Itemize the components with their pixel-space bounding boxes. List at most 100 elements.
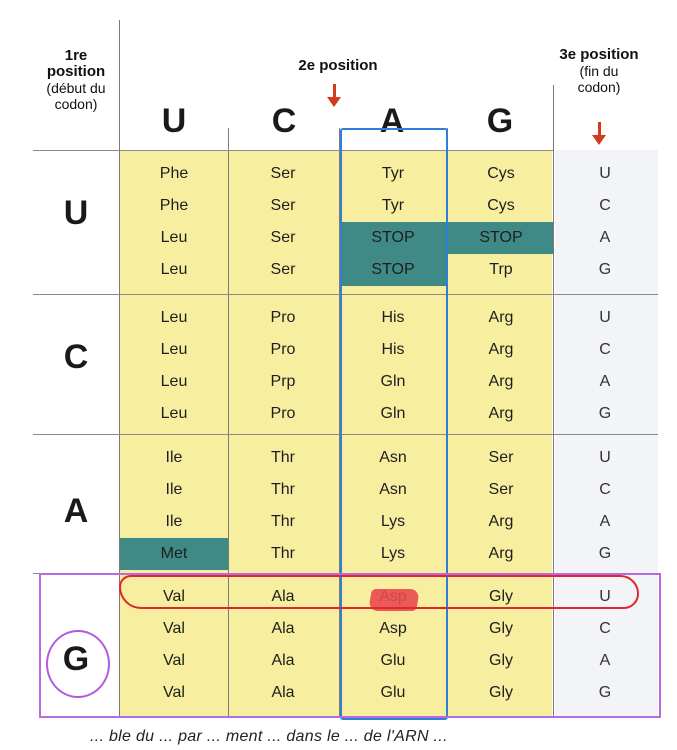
codon-cell: Met (160, 545, 188, 562)
codon-cell: STOP (479, 229, 523, 246)
codon-cell: Pro (270, 309, 296, 326)
codon-cell: Gly (489, 684, 513, 701)
g-row-outline (39, 573, 661, 718)
third-position-header: 3e position (fin du codon) (543, 46, 655, 95)
codon-cell: Arg (488, 309, 514, 326)
divider (553, 85, 554, 716)
row-letter-u: U (63, 194, 89, 232)
codon-cell: Gly (489, 620, 513, 637)
third-position-base: G (598, 405, 612, 422)
third-position-base: U (599, 165, 611, 182)
codon-cell: Ser (270, 261, 296, 278)
divider (119, 20, 120, 716)
codon-cell: Cys (487, 197, 515, 214)
footer-text: ... ble du ... par ... ment ... dans le … (90, 728, 448, 745)
codon-cell: Gly (489, 652, 513, 669)
column-letter-g: G (486, 102, 514, 140)
third-position-base: A (599, 373, 611, 390)
third-position-base: C (599, 620, 611, 637)
codon-cell: Leu (160, 229, 188, 246)
codon-cell: Cys (487, 165, 515, 182)
codon-cell: Arg (488, 545, 514, 562)
codon-cell: Ala (271, 684, 295, 701)
codon-cell: Ser (270, 165, 296, 182)
codon-cell: Arg (488, 405, 514, 422)
third-position-base: G (598, 545, 612, 562)
row-letter-a: A (63, 492, 89, 530)
codon-cell: Ile (165, 449, 183, 466)
divider (33, 434, 658, 435)
column-letter-a: A (379, 102, 405, 140)
divider (33, 150, 553, 151)
stop-codon-fill (339, 222, 447, 254)
codon-cell: Pro (270, 405, 296, 422)
codon-cell: Asn (379, 481, 407, 498)
codon-cell: Leu (160, 405, 188, 422)
first-position-label: position (46, 63, 106, 80)
codon-cell: His (381, 341, 405, 358)
stop-codon-fill (339, 254, 447, 286)
codon-cell: Tyr (381, 197, 405, 214)
codon-cell: Ala (271, 652, 295, 669)
stop-codon-fill (447, 222, 553, 254)
codon-cell: Arg (488, 513, 514, 530)
g-letter-circle (46, 630, 110, 698)
codon-cell: Ile (165, 513, 183, 530)
third-position-note: (fin du (579, 63, 619, 79)
third-position-label: 3e position (559, 46, 639, 63)
codon-cell: STOP (371, 229, 415, 246)
codon-cell: Gly (489, 588, 513, 605)
codon-cell: Gln (380, 405, 406, 422)
codon-cell: Val (163, 620, 185, 637)
codon-cell: Asn (379, 449, 407, 466)
codon-cell: Ala (271, 620, 295, 637)
codon-cell: Asp (379, 620, 407, 637)
codon-cell: Arg (488, 341, 514, 358)
codon-cell: Phe (159, 197, 189, 214)
third-position-base: C (599, 197, 611, 214)
codon-cell: Ser (488, 449, 514, 466)
column-letter-c: C (271, 102, 297, 140)
codon-cell: Leu (160, 309, 188, 326)
codon-cell: Tyr (381, 165, 405, 182)
third-position-base: C (599, 481, 611, 498)
codon-cell: Leu (160, 341, 188, 358)
third-position-base: G (598, 261, 612, 278)
codon-cell: Glu (380, 652, 406, 669)
codon-cell: Ala (271, 588, 295, 605)
codon-cell: Val (163, 684, 185, 701)
codon-cell: Lys (380, 545, 406, 562)
codon-cell: Pro (270, 341, 296, 358)
codon-cell: Gln (380, 373, 406, 390)
codon-cell: Trp (489, 261, 513, 278)
codon-cell: Lys (380, 513, 406, 530)
row-letter-c: C (63, 338, 89, 376)
guu-codon-outline (119, 575, 639, 609)
codon-cell: Ser (270, 229, 296, 246)
third-position-base: U (599, 588, 611, 605)
first-position-note: (début du (46, 80, 106, 96)
first-position-note: codon) (54, 96, 98, 112)
third-position-note: codon) (577, 79, 621, 95)
codon-cell: Leu (160, 373, 188, 390)
third-position-base: G (598, 684, 612, 701)
divider (339, 128, 340, 716)
first-position-label: 1re (64, 47, 88, 64)
codon-cell: Ile (165, 481, 183, 498)
genetic-code-table: 1re position (début du codon) 2e positio… (33, 20, 661, 720)
codon-cell: Thr (271, 513, 295, 530)
third-position-base: U (599, 449, 611, 466)
third-position-base: A (599, 652, 611, 669)
start-codon-fill (120, 538, 228, 570)
codon-cell: Arg (488, 373, 514, 390)
divider (33, 294, 658, 295)
codon-cell: Val (163, 652, 185, 669)
codon-cell: Thr (271, 545, 295, 562)
codon-cell: Val (163, 588, 185, 605)
codon-cell: Ser (488, 481, 514, 498)
codon-cell: Thr (271, 449, 295, 466)
codon-cell: Phe (159, 165, 189, 182)
codon-cell: STOP (371, 261, 415, 278)
codon-cell: Glu (380, 684, 406, 701)
